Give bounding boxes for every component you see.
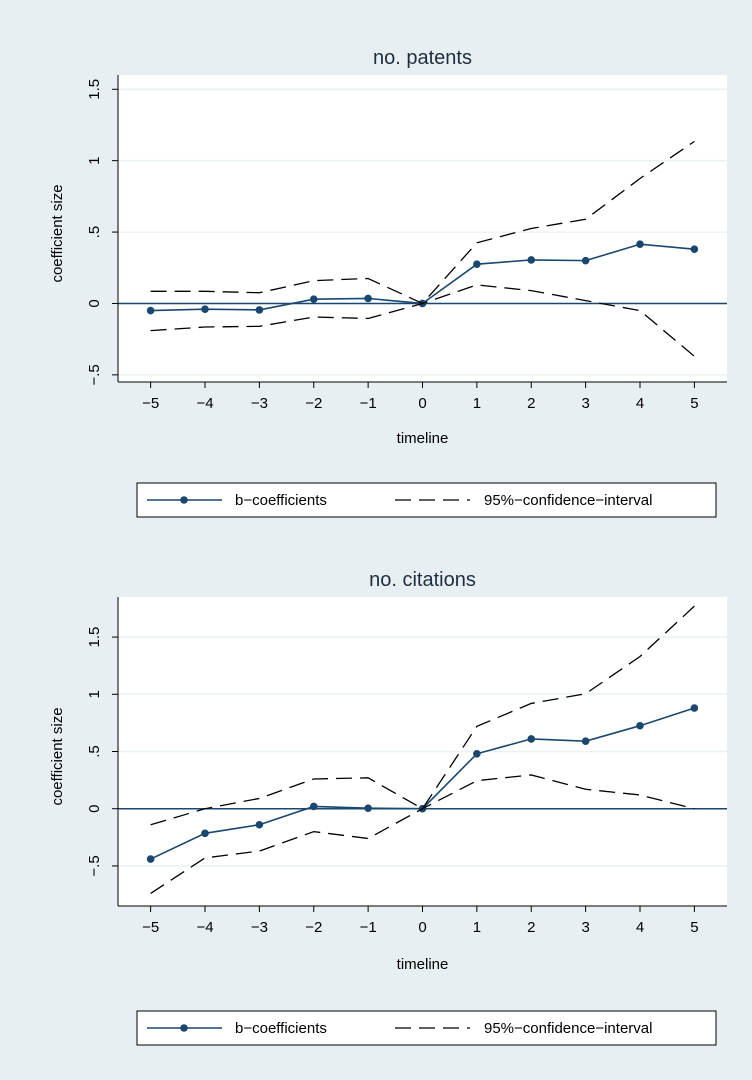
legend-marker-swatch <box>180 496 188 504</box>
chart-title: no. patents <box>373 47 472 69</box>
x-tick-label: −2 <box>305 919 322 936</box>
y-tick-label: 1.5 <box>86 79 103 100</box>
legend-marker-swatch <box>180 1024 188 1032</box>
coefficient-point <box>146 306 155 315</box>
coefficient-point <box>527 256 536 264</box>
x-tick-label: −3 <box>251 395 268 412</box>
coefficient-point <box>690 704 699 712</box>
coefficient-point <box>636 240 644 249</box>
axes: −.5 0 .5 1 1.5 −5 −4 −3 −2 −1 0 1 2 3 4 5 <box>86 75 727 412</box>
coefficient-point <box>201 829 209 838</box>
y-tick-label: .5 <box>86 745 103 758</box>
coefficient-point <box>527 735 536 743</box>
chart-title: no. citations <box>369 569 476 591</box>
chart-panel-citations: −.5 0 .5 1 1.5 −5 −4 −3 −2 −1 0 1 2 3 4 5 no. citations… <box>49 569 727 1046</box>
coefficient-point <box>146 855 155 863</box>
x-tick-label: −2 <box>305 395 322 412</box>
coefficient-point <box>364 804 372 812</box>
x-tick-label: 1 <box>473 919 481 936</box>
y-tick-label: 0 <box>86 805 103 813</box>
x-tick-label: 2 <box>527 395 535 412</box>
x-tick-label: 1 <box>473 395 481 412</box>
axes: −.5 0 .5 1 1.5 −5 −4 −3 −2 −1 0 1 2 3 4 5 <box>86 597 727 936</box>
legend: b−coefficients 95%−confidence−interval <box>136 482 717 518</box>
coefficient-point <box>364 294 372 303</box>
coefficient-point <box>309 802 318 811</box>
coefficient-point <box>581 256 590 265</box>
legend: b−coefficients 95%−confidence−interval <box>136 1010 717 1046</box>
coefficient-point <box>473 260 481 268</box>
plot-area <box>118 75 727 382</box>
y-tick-label: 1 <box>86 157 103 165</box>
series-layer <box>146 605 699 894</box>
coefficient-point <box>309 295 318 303</box>
x-tick-label: −1 <box>360 395 377 412</box>
legend-label-coefficients: b−coefficients <box>235 492 327 509</box>
chart-panel-patents: −.5 0 .5 1 1.5 −5 −4 −3 −2 −1 0 1 2 3 4 5 no. patents c… <box>49 47 727 518</box>
y-tick-label: 1 <box>86 690 103 698</box>
x-tick-label: 0 <box>418 919 426 936</box>
y-tick-label: −.5 <box>86 364 103 385</box>
x-tick-label: −5 <box>142 919 159 936</box>
y-axis-label: coefficient size <box>49 707 66 805</box>
x-axis-label: timeline <box>397 430 449 447</box>
x-tick-label: 3 <box>581 395 589 412</box>
coefficient-point <box>473 749 481 758</box>
x-tick-label: −1 <box>360 919 377 936</box>
x-axis-label: timeline <box>397 956 449 973</box>
ci-line <box>150 774 695 894</box>
legend-label-confidence-interval: 95%−confidence−interval <box>484 1020 652 1037</box>
y-tick-label: 0 <box>86 299 103 307</box>
coefficient-point <box>636 721 644 730</box>
x-tick-label: 4 <box>636 395 644 412</box>
coefficient-point <box>690 245 699 254</box>
y-tick-label: −.5 <box>86 855 103 876</box>
x-tick-label: 5 <box>690 395 698 412</box>
x-tick-label: 4 <box>636 919 644 936</box>
x-tick-label: −4 <box>196 395 213 412</box>
coefficient-point <box>255 820 264 829</box>
x-tick-label: 2 <box>527 919 535 936</box>
y-tick-label: 1.5 <box>86 627 103 648</box>
ci-line <box>150 284 695 357</box>
x-tick-label: −5 <box>142 395 159 412</box>
coefficient-point <box>255 306 264 314</box>
x-tick-label: 5 <box>690 919 698 936</box>
y-axis-label: coefficient size <box>49 184 66 282</box>
y-tick-label: .5 <box>86 226 103 239</box>
series-layer <box>146 140 699 357</box>
x-tick-label: 0 <box>418 395 426 412</box>
legend-label-confidence-interval: 95%−confidence−interval <box>484 492 652 509</box>
x-tick-label: −3 <box>251 919 268 936</box>
coefficient-point <box>581 737 590 745</box>
coefficient-point <box>201 305 209 313</box>
x-tick-label: 3 <box>581 919 589 936</box>
legend-label-coefficients: b−coefficients <box>235 1020 327 1037</box>
x-tick-label: −4 <box>196 919 213 936</box>
